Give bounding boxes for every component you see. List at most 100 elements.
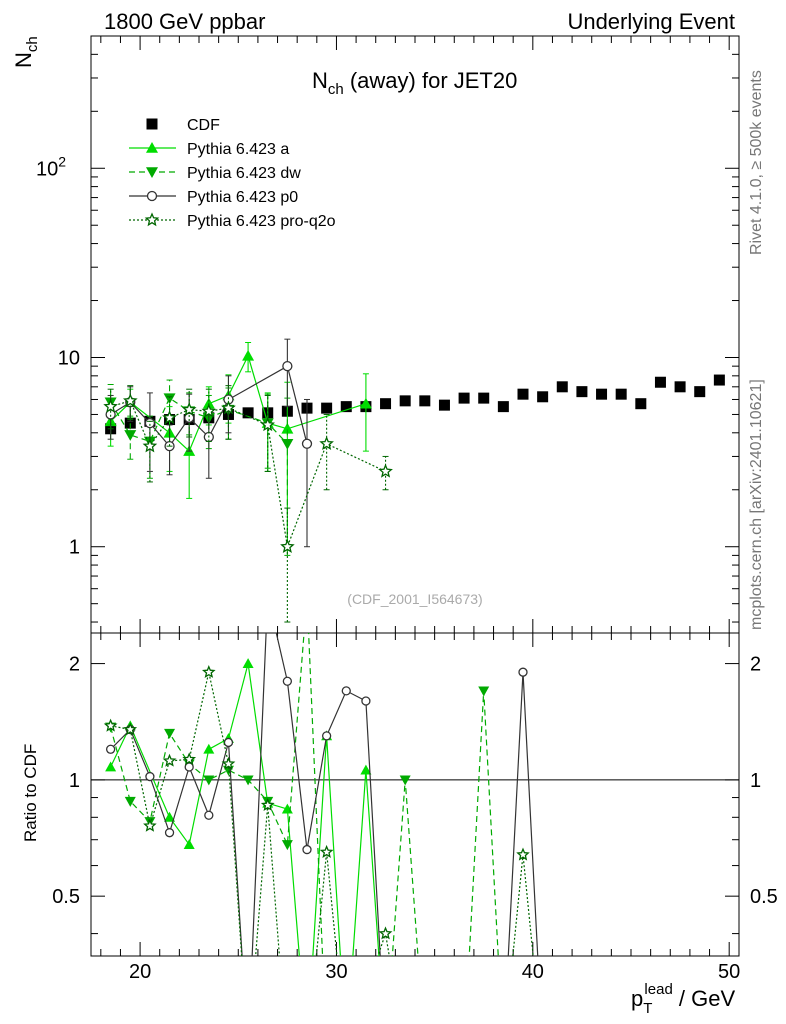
ratio-line-q2o [110,672,534,956]
data-point-cdf [340,401,352,413]
ratio-point-dw [164,728,176,739]
ratio-point-dw [478,686,490,697]
mcplots-label: mcplots.cern.ch [arXiv:2401.10621] [748,379,765,630]
ratio-y-tick-label: 2 [69,654,80,676]
x-axis-label-rest: / GeV [673,986,736,1011]
series-line-dw [110,397,288,445]
data-point-cdf [419,395,431,407]
plot-title-sub: ch [328,81,344,98]
data-point-q2o [122,393,138,408]
ratio-point-p0 [105,744,116,754]
data-point-cdf [654,376,666,388]
data-point-q2o [260,417,276,432]
legend-label-p0: Pythia 6.423 p0 [187,189,298,206]
data-point-q2o [201,403,217,418]
data-point-q2o [142,438,158,453]
ratio-point-p0 [282,676,293,686]
data-point-cdf [242,407,254,419]
data-point-cdf [635,398,647,410]
ratio-point-q2o [319,844,334,858]
ratio-y-tick-label: 1 [69,770,80,792]
data-point-cdf [399,395,411,407]
ratio-point-p0 [518,667,528,677]
x-axis-label-sub: T [643,1000,652,1017]
data-point-cdf [674,381,686,393]
ratio-point-p0 [223,737,234,748]
ratio-point-a [105,761,117,772]
ratio-point-q2o [182,752,197,766]
y-axis-label-main: N [11,52,36,68]
data-point-p0 [282,361,293,372]
ratio-plot-frame [90,632,740,957]
data-point-q2o [280,539,295,554]
ratio-point-dw [203,775,215,786]
ratio-point-dw [281,840,293,851]
legend-label-dw: Pythia 6.423 dw [187,165,301,182]
ratio-point-q2o [103,718,118,732]
ratio-point-a [183,839,195,849]
data-point-q2o [221,400,236,415]
data-point-cdf [380,398,392,410]
legend-marker-p0 [146,190,158,202]
data-point-cdf [556,381,568,393]
data-point-dw [124,430,137,441]
plot-title-main: N [312,68,328,93]
data-point-q2o [103,398,118,413]
x-tick-label: 30 [325,961,347,983]
data-point-p0 [184,412,195,423]
ratio-point-q2o [516,847,530,861]
rivet-label: Rivet 4.1.0, ≥ 500k events [748,70,765,255]
ratio-line-dw [110,633,499,956]
legend-label-q2o: Pythia 6.423 pro-q2o [187,213,336,230]
ratio-y-tick-label: 0.5 [52,886,80,908]
data-point-cdf [596,388,608,400]
ratio-point-q2o [260,798,275,811]
ratio-point-a [203,743,215,754]
data-point-q2o [181,402,197,416]
data-point-cdf [124,417,136,429]
ratio-point-p0 [302,844,312,855]
data-point-q2o [319,436,334,450]
ratio-point-q2o [221,756,236,770]
ratio-point-dw [242,775,254,786]
data-point-dw [163,393,176,405]
ratio-point-q2o [162,753,177,767]
data-point-cdf [576,386,588,398]
y-tick-label: 102 [36,153,66,180]
ratio-point-a [242,658,254,668]
data-point-a [281,422,294,434]
data-point-cdf [458,392,470,404]
x-axis-label: pTlead / GeV [631,981,735,1017]
data-point-cdf [517,388,529,400]
legend-marker-dw [146,167,158,178]
data-point-q2o [162,410,177,425]
data-point-cdf [694,386,706,398]
y-axis-label: Nch [11,36,41,68]
x-tick-label: 40 [522,961,544,983]
x-tick-label: 50 [718,961,740,983]
data-point-cdf [478,392,490,404]
legend-label-a: Pythia 6.423 a [187,141,289,158]
ratio-point-dw [124,796,136,807]
data-point-cdf [438,399,450,411]
data-point-cdf [321,402,333,414]
ratio-point-p0 [204,810,214,820]
plot-title: Nch (away) for JET20 [312,68,517,98]
ratio-point-q2o [201,665,216,678]
ratio-line-p0 [110,633,539,956]
data-point-a [242,349,255,361]
legend-marker-a [146,142,158,153]
legend-marker-q2o [144,212,160,227]
ratio-y-tick-label-right: 2 [750,654,761,676]
ratio-point-q2o [378,926,393,940]
y-tick-label: 10 [58,347,80,369]
data-point-p0 [301,438,313,449]
y-axis-label-sub: ch [24,36,41,52]
x-tick-label: 20 [129,961,151,983]
ratio-point-dw [399,775,411,786]
data-point-cdf [537,391,549,403]
header-right: Underlying Event [567,9,735,34]
axes: 20 30 40 50 1 10 102 0.5 0.5 1 1 2 2 [36,35,778,983]
data-point-dw [281,438,294,450]
